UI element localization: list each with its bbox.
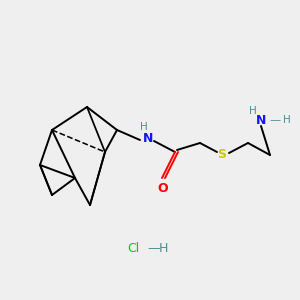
Text: Cl: Cl <box>127 242 139 254</box>
Text: N: N <box>256 113 266 127</box>
Text: O: O <box>158 182 168 196</box>
Text: H: H <box>283 115 291 125</box>
Text: S: S <box>218 148 226 161</box>
Text: —: — <box>269 115 281 125</box>
Text: H: H <box>158 242 168 254</box>
Text: H: H <box>140 122 148 132</box>
Text: N: N <box>143 133 153 146</box>
Text: H: H <box>249 106 257 116</box>
Text: —: — <box>144 242 160 254</box>
